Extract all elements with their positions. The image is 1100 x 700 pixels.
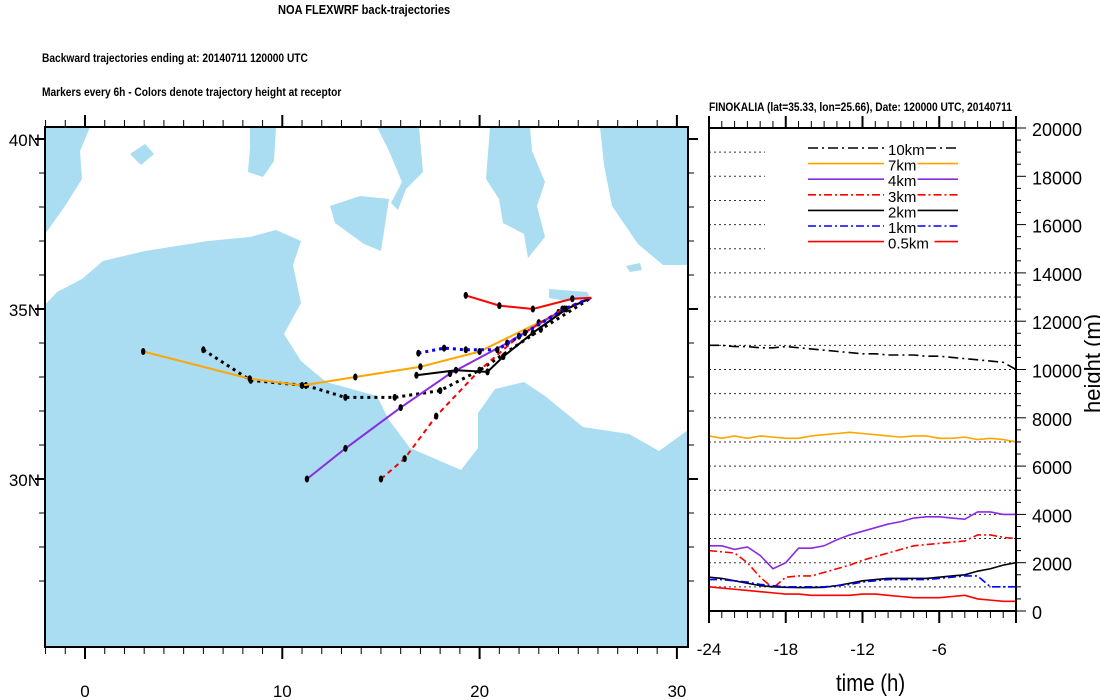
trajectory-marker: [495, 346, 500, 354]
trajectory-marker: [418, 363, 423, 371]
land-region: [248, 127, 276, 177]
trajectory-marker: [463, 346, 468, 354]
trajectory-marker: [463, 291, 468, 299]
time-tick-label: -24: [697, 640, 722, 659]
legend-label: 4km: [888, 173, 916, 190]
height-tick-label: 6000: [1032, 458, 1072, 478]
lon-tick-label: 30: [667, 682, 686, 700]
trajectory-marker: [392, 393, 397, 401]
trajectory-marker: [299, 382, 305, 389]
time-tick-label: -6: [932, 640, 947, 659]
trajectory-marker: [570, 295, 575, 303]
legend-label: 7km: [888, 158, 916, 175]
trajectory-marker: [343, 393, 348, 401]
x-axis-label: time (h): [836, 670, 906, 697]
trajectory-marker: [441, 344, 447, 352]
height-tick-label: 0: [1032, 603, 1042, 623]
trajectory-marker: [402, 455, 407, 463]
legend-label: 3km: [888, 189, 916, 206]
legend-label: 2km: [888, 204, 916, 221]
land-region: [486, 127, 545, 258]
legend-label: 1km: [888, 220, 916, 237]
height-tick-label: 8000: [1032, 410, 1072, 430]
lon-tick-label: 0: [80, 682, 89, 700]
lat-tick-label: 30N: [9, 471, 40, 490]
height-series-2km: [708, 561, 1017, 589]
land-region: [44, 230, 688, 647]
trajectory-marker: [398, 404, 403, 412]
height-series-0.5km: [708, 586, 1016, 603]
trajectory-marker: [485, 368, 490, 376]
trajectory-marker: [497, 302, 502, 310]
trajectory-marker: [501, 353, 506, 361]
height-series-7km: [708, 431, 1017, 443]
subtitle-ending: Backward trajectories ending at: 2014071…: [42, 51, 308, 65]
trajectory-marker: [453, 366, 459, 374]
time-tick-label: -18: [773, 640, 798, 659]
legend-label: 10km: [888, 142, 925, 159]
trajectory-marker: [433, 412, 439, 420]
figure-title: NOA FLEXWRF back-trajectories: [278, 2, 451, 17]
trajectory-marker: [522, 329, 528, 337]
height-tick-label: 20000: [1032, 120, 1082, 140]
lon-tick-label: 20: [470, 682, 489, 700]
height-tick-label: 12000: [1032, 313, 1082, 333]
land-region: [330, 196, 389, 251]
trajectory-marker: [416, 349, 421, 357]
trajectory-7km: [142, 296, 592, 387]
map-frame: [44, 126, 689, 648]
trajectory-marker: [477, 366, 482, 374]
land-region: [600, 127, 688, 265]
time-tick-label: -12: [850, 640, 875, 659]
height-series-10km: [709, 344, 1017, 371]
trajectory-marker: [247, 375, 252, 383]
subtitle-markers: Markers every 6h - Colors denote traject…: [42, 85, 342, 99]
trajectory-marker: [353, 373, 358, 381]
trajectory-marker: [530, 329, 536, 337]
trajectory-marker: [378, 475, 384, 483]
height-tick-label: 16000: [1032, 217, 1082, 237]
lon-tick-label: 10: [273, 682, 292, 700]
trajectory-marker: [414, 371, 419, 379]
trajectory-marker: [530, 305, 536, 313]
trajectory-marker: [437, 387, 443, 395]
trajectory-marker: [343, 444, 348, 452]
land-region: [626, 263, 642, 272]
timeseries-title: FINOKALIA (lat=35.33, lon=25.66), Date: …: [709, 100, 1012, 114]
trajectory-marker: [141, 348, 146, 355]
height-tick-label: 18000: [1032, 168, 1082, 188]
lat-tick-label: 40N: [9, 131, 40, 150]
height-tick-label: 2000: [1032, 555, 1072, 575]
land-region: [45, 127, 90, 234]
trajectory-marker: [562, 305, 567, 313]
trajectory-marker: [477, 348, 482, 355]
height-tick-label: 14000: [1032, 265, 1082, 285]
height-series-4km: [709, 511, 1016, 570]
land-region: [377, 127, 423, 210]
trajectory-marker: [304, 475, 310, 483]
lat-tick-label: 35N: [9, 301, 40, 320]
height-tick-label: 4000: [1032, 506, 1072, 526]
legend-label: 0.5km: [888, 236, 929, 253]
height-series-3km: [708, 534, 1017, 590]
height-tick-label: 10000: [1032, 362, 1082, 382]
trajectory-marker: [201, 346, 206, 354]
land-region: [130, 144, 154, 165]
height-series-1km: [709, 575, 1016, 588]
